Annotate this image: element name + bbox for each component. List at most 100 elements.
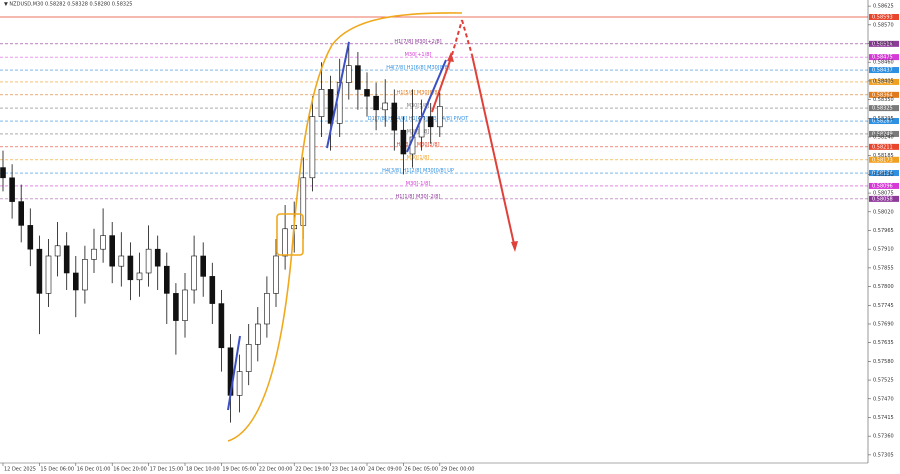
red-arrow [471, 54, 515, 245]
candle-body [209, 276, 216, 304]
level-price-box [869, 195, 899, 202]
red-arrow-dashed [461, 19, 473, 56]
candle-body [118, 255, 125, 267]
candle-body [355, 65, 361, 90]
candle-body [391, 102, 398, 131]
y-tick-label: 0.58350 [873, 97, 894, 103]
level-price-label: 0.58058 [872, 196, 893, 202]
level-price-label: 0.58096 [872, 183, 893, 189]
level-price-box [869, 170, 899, 177]
level-label: H4[3/8] H1[2/8] M30[0/8] UP [382, 168, 454, 174]
levels: 0.58593 0.58514 H1[7/8] M30[+2/8] 0.58475 M3… [0, 13, 899, 202]
candle-body [173, 293, 179, 321]
level-label: H1[5/8] M30[6/8] [396, 90, 439, 96]
level-price-box [869, 105, 899, 112]
level-price-label: 0.58249 [872, 131, 893, 137]
candle-body [200, 255, 206, 277]
level-label: M30[5/8] [407, 103, 430, 109]
level-price-box [869, 40, 899, 47]
candle-body [154, 248, 161, 267]
candle-body [382, 102, 389, 111]
y-tick-label: 0.58185 [873, 153, 894, 159]
level-price-label: 0.58211 [872, 144, 893, 150]
candle-body [245, 344, 252, 372]
candle-body [100, 235, 106, 250]
level-label: H1[1/8] M30[-2/8] [396, 194, 441, 200]
level-price-label: 0.58475 [872, 55, 893, 61]
red-arrow [431, 57, 452, 113]
y-tick-label: 0.58570 [873, 22, 894, 28]
y-tick-label: 0.58130 [873, 172, 894, 178]
y-tick-label: 0.57690 [873, 321, 894, 327]
level-label: H1[3/8] M30[2/8] [396, 142, 439, 148]
candle-body [54, 245, 61, 257]
candle-body [36, 248, 43, 294]
y-tick-label: 0.57800 [873, 284, 894, 290]
chart-title: ▼ NZDUSD,M30 0.58282 0.58328 0.58280 0.5… [4, 2, 132, 8]
y-tick-label: 0.57745 [873, 303, 894, 309]
level-label: M30[+1/8] [405, 52, 432, 58]
x-tick-label: 15 Dec 06:00 [40, 467, 74, 473]
level-label: M30[-1/8] [406, 181, 430, 187]
level-price-label: 0.58173 [872, 157, 893, 163]
y-tick-label: 0.57470 [873, 396, 894, 402]
level-label: H1[7/8] M30[+2/8] [394, 39, 441, 45]
x-tick-label: 22 Dec 19:00 [295, 467, 329, 473]
level-price-label: 0.58325 [872, 106, 893, 112]
candle-body [27, 225, 34, 250]
y-tick-label: 0.57635 [873, 340, 894, 346]
x-tick-label: 24 Dec 09:00 [368, 467, 402, 473]
y-tick-label: 0.57855 [873, 265, 894, 271]
candle-body [264, 293, 270, 325]
candle-body [364, 89, 370, 97]
y-tick-label: 0.58295 [873, 116, 894, 122]
x-tick-label: 22 Dec 00:00 [259, 467, 293, 473]
level-price-box [869, 78, 899, 85]
y-tick-label: 0.57525 [873, 378, 894, 384]
candle-body [145, 248, 152, 274]
level-price-label: 0.58593 [872, 14, 893, 20]
level-price-box [869, 182, 899, 189]
candle-body [164, 265, 170, 294]
candle-body [255, 323, 261, 345]
candle-body [73, 272, 79, 291]
orange-arc [227, 12, 463, 442]
level-label: M30[3/8] [407, 129, 430, 135]
level-price-label: 0.58437 [872, 68, 893, 74]
y-tick-label: 0.57580 [873, 359, 894, 365]
blue-wave [326, 41, 350, 149]
orange-box [276, 213, 304, 256]
x-tick-label: 16 Dec 01:00 [77, 467, 111, 473]
y-tick-label: 0.57305 [873, 452, 894, 458]
level-price-box [869, 13, 899, 20]
x-tick-label: 23 Dec 14:00 [332, 467, 366, 473]
candle-body [109, 235, 115, 267]
x-tick-label: 19 Dec 05:00 [222, 467, 256, 473]
candle-body [427, 116, 434, 128]
candle-body [373, 95, 379, 111]
level-price-box [869, 91, 899, 98]
candle-body [436, 106, 443, 128]
candle-body [400, 129, 407, 155]
level-price-label: 0.58514 [872, 41, 893, 47]
level-price-box [869, 54, 899, 61]
y-tick-label: 0.58515 [873, 41, 894, 47]
candles [0, 41, 443, 423]
candle-body [0, 167, 6, 179]
candle-body [18, 201, 25, 226]
candle-body [236, 371, 243, 396]
x-tick-label: 16 Dec 20:00 [113, 467, 147, 473]
level-price-label: 0.58402 [872, 79, 893, 85]
candle-body [45, 255, 52, 294]
candle-body [318, 89, 325, 117]
y-tick-label: 0.58020 [873, 209, 894, 215]
candle-body [136, 272, 143, 281]
level-price-box [869, 143, 899, 150]
y-tick-label: 0.58240 [873, 135, 894, 141]
level-price-box [869, 130, 899, 137]
level-label: D1[7/8] H4[4/8] H1[4/8] M30[4/8] PIVOT [368, 116, 469, 122]
candle-body [63, 245, 70, 274]
level-label: M30[1/8] [407, 155, 430, 161]
